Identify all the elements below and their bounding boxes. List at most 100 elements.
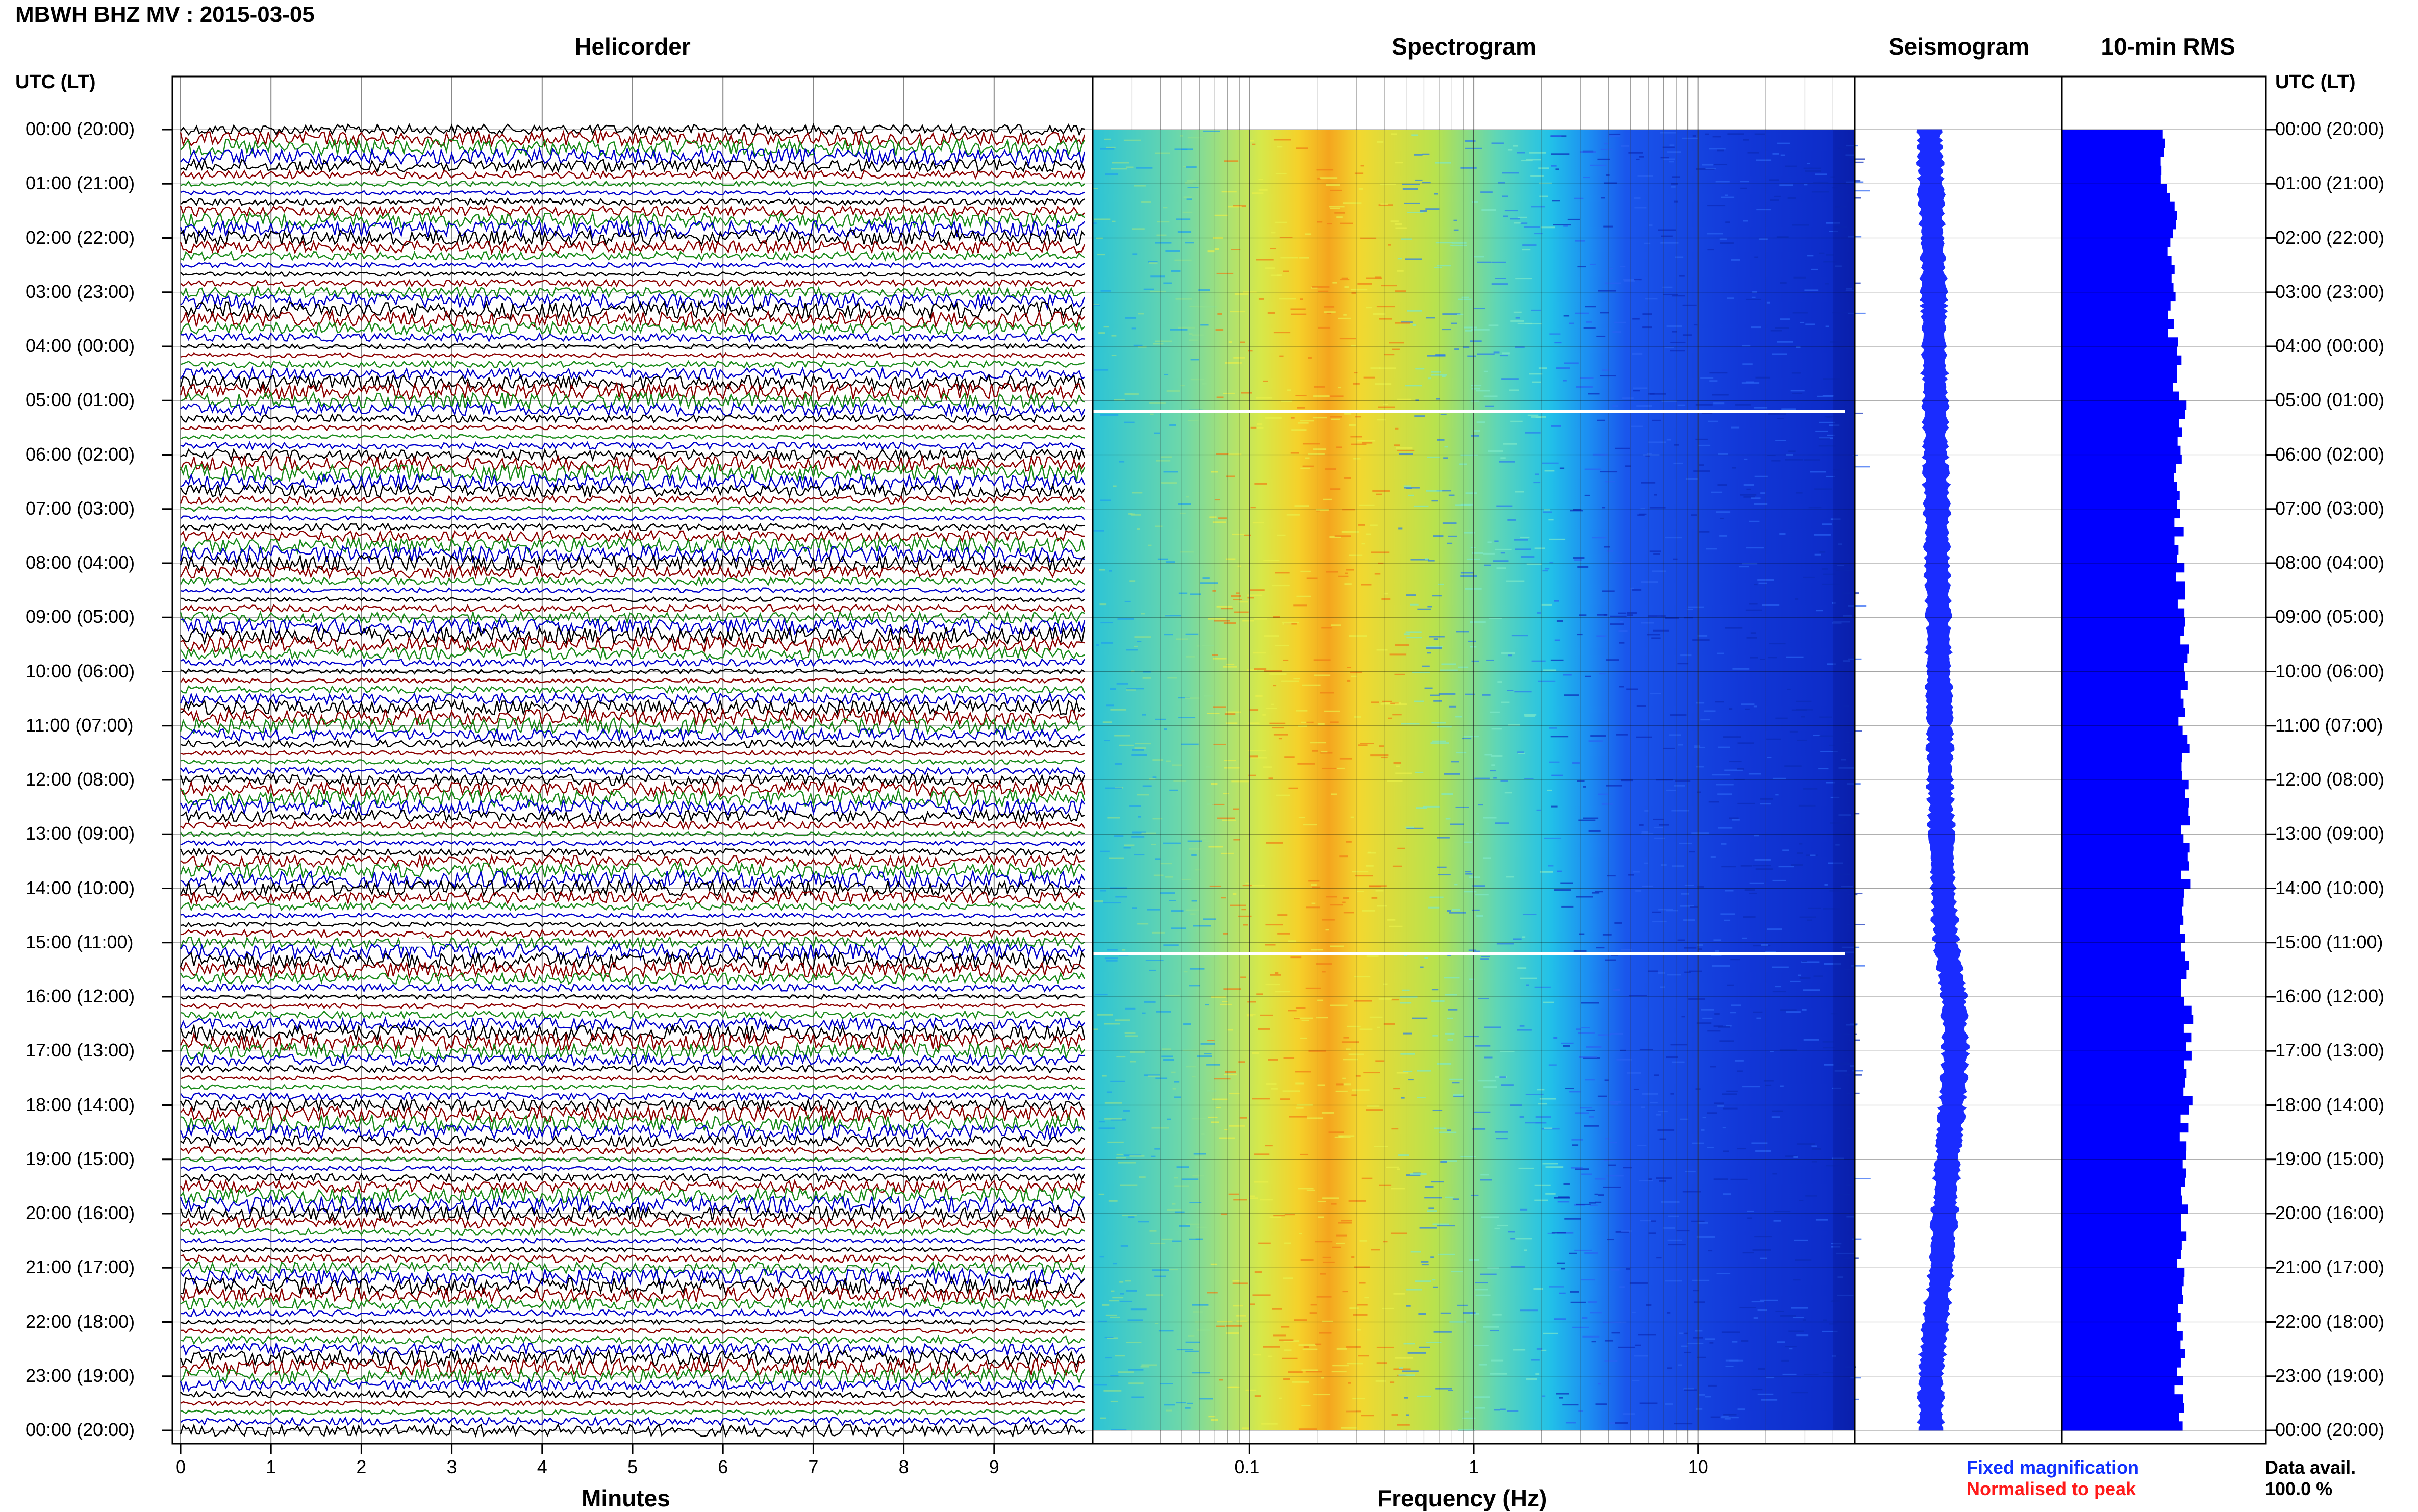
spectrogram-speckle	[1497, 681, 1503, 683]
spectrogram-speckle	[1423, 805, 1440, 808]
spectrogram-speckle	[1192, 1175, 1204, 1177]
spectrogram-speckle	[1132, 492, 1143, 494]
helicorder-trace	[180, 146, 1086, 167]
spectrogram-speckle	[1340, 279, 1350, 281]
spectrogram-speckle	[1239, 1117, 1247, 1119]
spectrogram-speckle	[1330, 488, 1341, 490]
spectrogram-speckle	[1517, 152, 1525, 154]
spectrogram-speckle	[1464, 891, 1477, 893]
spectrogram-speckle	[1467, 355, 1476, 357]
rms-bar	[2062, 283, 2174, 293]
spectrogram-speckle	[1678, 744, 1683, 746]
spectrogram-speckle	[1598, 1034, 1611, 1036]
spectrogram-speckle	[1748, 773, 1761, 775]
spectrogram-speckle	[1770, 330, 1782, 332]
spectrogram-speckle	[1431, 1000, 1445, 1002]
spectrogram-speckle	[1123, 139, 1141, 141]
spectrogram-speckle	[1174, 1211, 1185, 1213]
spectrogram-speckle	[1242, 620, 1254, 622]
spectrogram-speckle	[1804, 1374, 1819, 1376]
spectrogram-speckle	[1747, 1210, 1754, 1212]
spectrogram-speckle	[1154, 1323, 1159, 1325]
spectrogram-speckle	[1663, 293, 1678, 295]
spectrogram-speckle	[1579, 1056, 1597, 1058]
spectrogram-speckle	[1216, 1106, 1221, 1108]
spectrogram-speckle	[1447, 954, 1451, 956]
helicorder-trace	[180, 1423, 1085, 1438]
spectrogram-speckle	[1269, 673, 1287, 675]
rms-bar	[2062, 455, 2182, 464]
spectrogram-speckle	[1212, 521, 1226, 523]
spectrogram-speckle	[1120, 1184, 1138, 1186]
spectrogram-speckle	[1384, 354, 1395, 356]
spectrogram-speckle	[1094, 900, 1103, 902]
rms-bar	[2062, 1231, 2187, 1241]
rms-bar	[2062, 698, 2184, 708]
right-time-label: 14:00 (10:00)	[2275, 877, 2385, 898]
spectrogram-speckle	[1741, 382, 1760, 384]
spectrogram-speckle	[1229, 1386, 1238, 1388]
spectrogram-speckle	[1604, 1159, 1615, 1161]
spectrogram-speckle	[1660, 986, 1665, 988]
spectrogram-speckle	[1719, 535, 1727, 537]
rms-bar	[2062, 427, 2182, 437]
spectrogram-speckle	[1403, 1070, 1413, 1072]
helicorder-trace	[180, 1186, 1085, 1205]
rms-bar	[2062, 906, 2182, 916]
spectrogram-speckle	[1623, 1167, 1632, 1169]
helicorder-trace	[180, 576, 1085, 587]
spectrogram-speckle	[1746, 637, 1757, 639]
helicorder-trace	[180, 961, 1085, 979]
spectrogram-speckle	[1432, 740, 1446, 742]
spectrogram-speckle	[1720, 1417, 1739, 1419]
spectrogram-speckle	[1232, 893, 1237, 895]
spectrogram-speckle	[1195, 1238, 1203, 1240]
spectrogram-speckle	[1208, 846, 1223, 848]
spectrogram-speckle	[1668, 1244, 1686, 1246]
helicorder-trace	[180, 971, 1086, 987]
rms-bar	[2062, 771, 2182, 780]
helicorder-trace	[180, 169, 1086, 181]
spectrogram-speckle	[1162, 1048, 1172, 1050]
spectrogram-speckle	[1411, 134, 1419, 136]
helicorder-trace	[180, 901, 1085, 912]
spectrogram-speckle	[1720, 913, 1735, 915]
helicorder-trace	[180, 180, 1085, 188]
spectrogram-speckle	[1282, 623, 1292, 625]
spectrogram-speckle	[1811, 1145, 1817, 1147]
spectrogram-speckle	[1296, 1104, 1313, 1106]
spectrogram-speckle	[1848, 604, 1867, 607]
right-time-label: 05:00 (01:00)	[2275, 389, 2385, 411]
spectrogram-speckle	[1303, 824, 1317, 826]
right-time-label: 10:00 (06:00)	[2275, 660, 2385, 682]
rms-bar	[2062, 1268, 2185, 1277]
spectrogram-speckle	[1786, 453, 1793, 456]
spectrogram-speckle	[1401, 1097, 1405, 1099]
spectrogram-speckle	[1785, 165, 1797, 167]
spectrogram-speckle	[1175, 298, 1193, 300]
spectrogram-speckle	[1622, 397, 1634, 399]
left-time-label: 11:00 (07:00)	[26, 714, 134, 736]
spectrogram-speckle	[1158, 1330, 1174, 1332]
helicorder-trace	[180, 625, 1086, 646]
spectrogram-speckle	[1169, 424, 1176, 426]
spectrogram-speckle	[1761, 1399, 1778, 1401]
spectrogram-speckle	[1432, 1035, 1438, 1037]
spectrogram-speckle	[1597, 1095, 1607, 1097]
spectrogram-speckle	[1233, 1305, 1243, 1307]
spectrogram-speckle	[1471, 435, 1479, 437]
helicorder-trace	[180, 463, 1086, 483]
spectrogram-speckle	[1362, 910, 1376, 912]
spectrogram-speckle	[1402, 188, 1418, 190]
rms-bar	[2062, 1123, 2189, 1133]
spectrogram-speckle	[1473, 430, 1480, 432]
spectrogram-speckle	[1151, 1155, 1156, 1157]
spectrogram-speckle	[1295, 1007, 1306, 1009]
spectrogram-speckle	[1802, 1009, 1807, 1011]
spectrogram-speckle	[1284, 756, 1295, 758]
spectrogram-speckle	[1589, 1202, 1596, 1204]
spectrogram-speckle	[1313, 395, 1330, 397]
spectrogram-speckle	[1432, 1279, 1436, 1281]
spectrogram-speckle	[1271, 232, 1276, 234]
spectrogram-speckle	[1342, 1077, 1346, 1079]
